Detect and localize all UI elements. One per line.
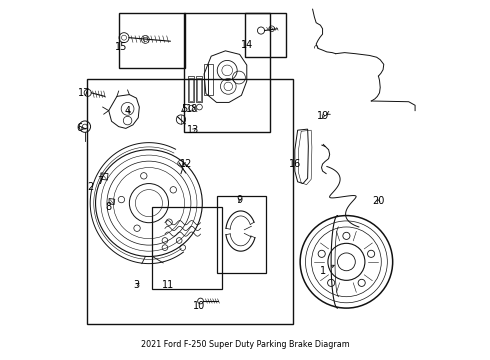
- Text: 17: 17: [77, 88, 90, 98]
- Text: 12: 12: [180, 159, 193, 169]
- Text: 19: 19: [317, 111, 329, 121]
- Text: 6: 6: [76, 123, 85, 134]
- Bar: [119, 13, 185, 68]
- Text: 2: 2: [87, 182, 93, 192]
- Text: 20: 20: [372, 196, 385, 206]
- Text: 4: 4: [124, 105, 131, 116]
- Text: 14: 14: [241, 40, 253, 50]
- Text: 3: 3: [133, 280, 140, 290]
- Text: 9: 9: [237, 194, 243, 204]
- Text: 7: 7: [97, 176, 103, 186]
- Text: 1: 1: [320, 265, 334, 276]
- Bar: [184, 13, 270, 132]
- Text: 13: 13: [187, 125, 199, 135]
- Bar: [152, 207, 222, 288]
- Text: 11: 11: [162, 280, 174, 290]
- Text: 8: 8: [105, 202, 111, 212]
- Bar: [217, 196, 267, 273]
- Text: 16: 16: [289, 159, 301, 169]
- Bar: [245, 13, 286, 57]
- Text: 15: 15: [115, 41, 127, 51]
- Text: 10: 10: [193, 301, 205, 311]
- Text: 5: 5: [181, 104, 188, 114]
- Bar: [87, 78, 293, 324]
- Text: 2021 Ford F-250 Super Duty Parking Brake Diagram: 2021 Ford F-250 Super Duty Parking Brake…: [141, 340, 349, 349]
- Text: 18: 18: [186, 104, 198, 114]
